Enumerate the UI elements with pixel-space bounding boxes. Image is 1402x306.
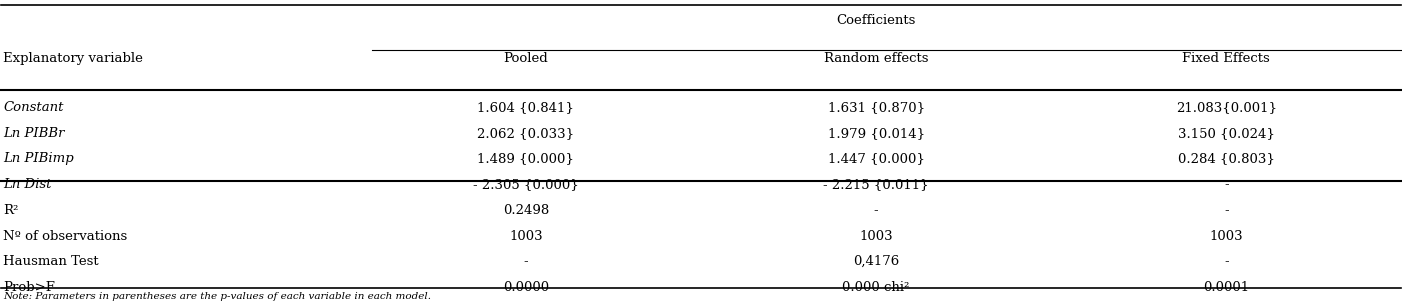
- Text: Ln PIBimp: Ln PIBimp: [3, 152, 74, 166]
- Text: 1.604 {0.841}: 1.604 {0.841}: [478, 101, 575, 114]
- Text: 0.0000: 0.0000: [503, 281, 550, 294]
- Text: Coefficients: Coefficients: [837, 14, 916, 27]
- Text: Constant: Constant: [3, 101, 64, 114]
- Text: 3.150 {0.024}: 3.150 {0.024}: [1178, 127, 1274, 140]
- Text: 1.447 {0.000}: 1.447 {0.000}: [827, 152, 924, 166]
- Text: Fixed Effects: Fixed Effects: [1182, 52, 1270, 65]
- Text: -: -: [1224, 178, 1228, 191]
- Text: 0.0001: 0.0001: [1203, 281, 1249, 294]
- Text: -: -: [1224, 204, 1228, 217]
- Text: -: -: [523, 255, 529, 268]
- Text: Hausman Test: Hausman Test: [3, 255, 100, 268]
- Text: - 2.215 {0.011}: - 2.215 {0.011}: [823, 178, 930, 191]
- Text: 0.2498: 0.2498: [503, 204, 550, 217]
- Text: 1003: 1003: [1210, 230, 1244, 242]
- Text: Pooled: Pooled: [503, 52, 548, 65]
- Text: Ln PIBBr: Ln PIBBr: [3, 127, 64, 140]
- Text: 2.062 {0.033}: 2.062 {0.033}: [477, 127, 575, 140]
- Text: 0,4176: 0,4176: [852, 255, 899, 268]
- Text: 1.979 {0.014}: 1.979 {0.014}: [827, 127, 925, 140]
- Text: 0.000 chi²: 0.000 chi²: [843, 281, 910, 294]
- Text: Nº of observations: Nº of observations: [3, 230, 128, 242]
- Text: 21.083{0.001}: 21.083{0.001}: [1176, 101, 1277, 114]
- Text: 0.284 {0.803}: 0.284 {0.803}: [1178, 152, 1274, 166]
- Text: Prob>F: Prob>F: [3, 281, 55, 294]
- Text: 1003: 1003: [509, 230, 543, 242]
- Text: Explanatory variable: Explanatory variable: [3, 52, 143, 65]
- Text: Ln Dist: Ln Dist: [3, 178, 52, 191]
- Text: R²: R²: [3, 204, 18, 217]
- Text: -: -: [1224, 255, 1228, 268]
- Text: Random effects: Random effects: [824, 52, 928, 65]
- Text: -: -: [873, 204, 879, 217]
- Text: 1.631 {0.870}: 1.631 {0.870}: [827, 101, 925, 114]
- Text: - 2.305 {0.000}: - 2.305 {0.000}: [472, 178, 579, 191]
- Text: Note: Parameters in parentheses are the p-values of each variable in each model.: Note: Parameters in parentheses are the …: [3, 293, 432, 301]
- Text: 1.489 {0.000}: 1.489 {0.000}: [478, 152, 575, 166]
- Text: 1003: 1003: [859, 230, 893, 242]
